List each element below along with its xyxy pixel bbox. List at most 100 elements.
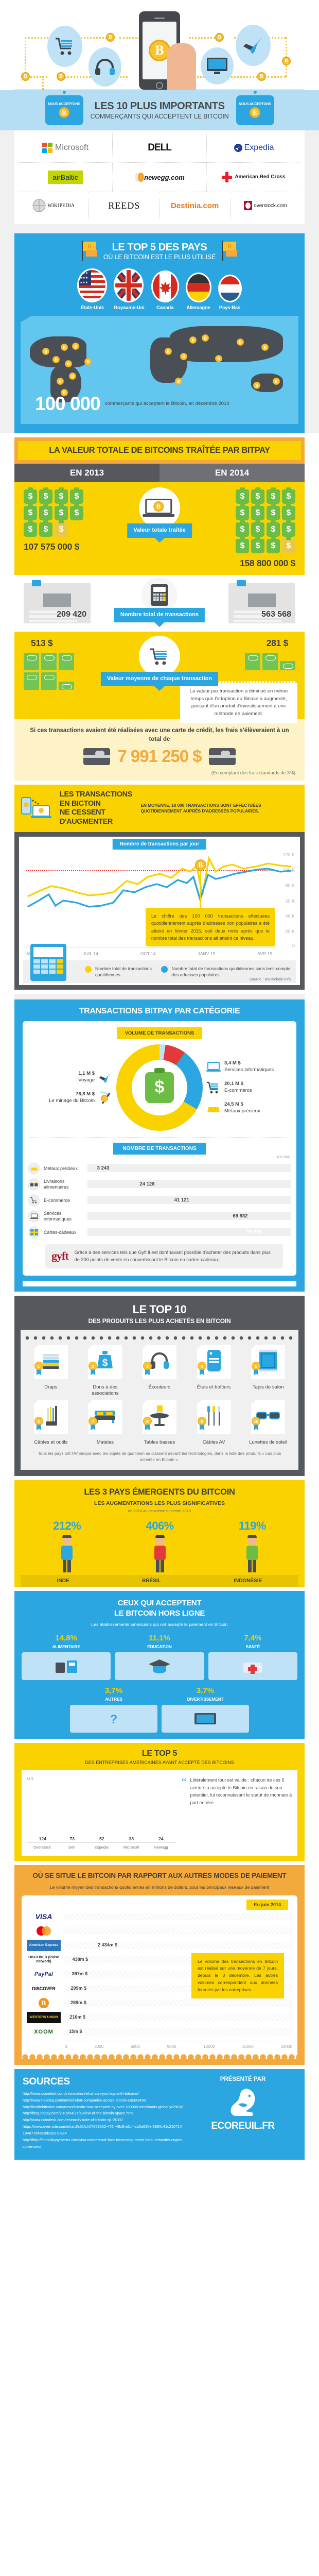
donation-bag-icon: $ — [96, 1350, 114, 1373]
money-stack-icon — [245, 653, 260, 670]
callout-connector — [200, 870, 201, 908]
bar-x-tick: Expedia — [94, 1845, 109, 1850]
dotted-connector — [119, 37, 140, 39]
logo-label: airBaltic — [48, 171, 83, 184]
categories-title: TRANSACTIONS BITPAY PAR CATÉGORIE — [79, 1006, 240, 1015]
logo-airbaltic: airBaltic — [19, 163, 113, 192]
offline-item: 3,7% AUTRES ? — [70, 1686, 157, 1733]
bar-track: 3 243 — [87, 1164, 291, 1173]
bitcoin-dot-icon: B — [282, 57, 291, 65]
bitcoin-coin-icon: B — [153, 501, 164, 512]
map-coin-icon: B — [84, 358, 92, 365]
flag-netherlands-icon — [218, 275, 242, 302]
bar-scale-max: 100 000 — [276, 1154, 290, 1159]
offline-percent: 14,8% — [55, 1634, 77, 1643]
bitpay-section: LA VALEUR TOTALE DE BITCOINS TRAÎTÉE PAR… — [0, 433, 319, 781]
transactions-header: LES TRANSACTIONS EN BICTOIN NE CESSENT D… — [14, 785, 305, 832]
money-bag-icon: $ — [251, 537, 264, 553]
donut-chart: $ — [116, 1044, 203, 1131]
map-coin-icon: B — [42, 348, 49, 355]
bar-row: Livraisons alimentaires 24 128 — [28, 1178, 291, 1191]
source-url[interactable]: https://www.evernote.com/shard/s51/sh/f7… — [23, 2124, 182, 2136]
y-tick: 80 K — [285, 883, 295, 888]
source-url[interactable]: http://http://letstalkpayments.com/visa-… — [23, 2138, 183, 2149]
merchants-title-block: LES 10 PLUS IMPORTANTS COMMERÇANTS QUI A… — [91, 100, 229, 120]
country-label: Pays-Bas — [219, 305, 241, 311]
money-stacks-left — [24, 653, 84, 690]
bar-track: 69 832 — [87, 1212, 291, 1221]
mattress-bed-icon — [94, 1408, 116, 1427]
document-icon: 209 420 — [24, 580, 91, 623]
rank-medal: 1 — [34, 1362, 43, 1371]
bar-item: 52 — [90, 1836, 114, 1842]
logo-row: Microsoft DELL Expedia — [19, 133, 300, 163]
bitcoin-dot-icon: B — [21, 72, 30, 81]
legend-item: 76,8 M $ Le minage du Bitcoin — [36, 1091, 113, 1105]
money-bag-icon: $ — [70, 504, 83, 520]
source-url[interactable]: http://insidebitcoins.com/news/bitcoin-n… — [23, 2104, 183, 2109]
source-url[interactable]: http://blog.bitpay.com/2015/04/21/a-view… — [23, 2111, 134, 2116]
bar-label: E-commerce — [44, 1197, 70, 1203]
reference-line-100k — [26, 870, 275, 872]
bar-value: 124 — [39, 1836, 46, 1842]
x-tick: OCT 14 — [140, 951, 156, 956]
sign-hook — [253, 91, 257, 94]
countries-header: B LE TOP 5 DES PAYS OÙ LE BITCOIN EST LE… — [14, 241, 305, 261]
bar-x-tick: Overstock — [33, 1845, 51, 1850]
logo-destinia: Destinia.com — [160, 192, 231, 219]
red-cross-icon — [222, 172, 233, 182]
headphones-icon — [149, 1352, 170, 1372]
value-left: 107 575 000 $ — [24, 541, 80, 552]
newegg-eggs-icon — [135, 173, 145, 182]
rank-medal: 9 — [197, 1417, 206, 1426]
legend-color-swatch — [85, 965, 92, 973]
emerging-country-names: INDE BRÉSIL INDONÉSIE — [21, 1575, 298, 1587]
money-bag-icon: $ — [251, 520, 264, 537]
product-label: Écouteurs — [148, 1384, 171, 1391]
x-tick: JANV 15 — [198, 951, 216, 956]
legend-item: 20,1 M $ E-commerce — [206, 1081, 283, 1094]
bar-value: 41 121 — [174, 1197, 189, 1204]
source-url[interactable]: http://www.coindesk.com/research/state-o… — [23, 2117, 123, 2123]
legend-text: 76,8 M $ Le minage du Bitcoin — [49, 1091, 95, 1105]
product-label: Étuis et boîtiers — [197, 1384, 231, 1391]
money-bag-icon: $ — [282, 520, 295, 537]
cart-icon — [47, 26, 82, 67]
sign-label: NOUS ACCEPTONS — [48, 103, 80, 106]
money-bag-icon: $ — [55, 504, 68, 520]
bitcoin-dot-icon: B — [57, 72, 65, 81]
bar-value: 73 — [69, 1836, 75, 1842]
map-coin-icon: B — [165, 348, 172, 355]
categories-panel: TRANSACTIONS BITPAY PAR CATÉGORIE VOLUME… — [14, 999, 305, 1292]
offline-percent: 3,7% — [196, 1686, 215, 1696]
source-url[interactable]: http://www.nasdaq.com/article/what-compa… — [23, 2097, 146, 2103]
legend-value: 24,5 M $ — [224, 1101, 243, 1108]
logo-expedia: Expedia — [207, 133, 300, 162]
rank-medal: 6 — [34, 1417, 43, 1426]
x-tick: JUIL 14 — [83, 951, 98, 956]
accept-sign-right: NOUS ACCEPTONS B — [236, 91, 274, 125]
bar-label: Services informatiques — [44, 1211, 72, 1222]
countries-title-block: LE TOP 5 DES PAYS OÙ LE BITCOIN EST LE P… — [103, 242, 216, 261]
badge-circle: B — [139, 487, 180, 529]
laptop-icon — [28, 1210, 40, 1223]
source-url[interactable]: http://www.coindesk.com/information/what… — [23, 2091, 139, 2096]
money-bags-right: $ $ $ $ $ $ $ $ $ $ $ $ $ $ $ $ — [229, 487, 295, 553]
top10-item: 3 Écouteurs — [133, 1345, 186, 1397]
bitcoin-dot-icon: B — [215, 33, 224, 42]
top10-item: 10 Lunettes de soleil — [242, 1400, 294, 1446]
bar-value: 438m $ — [72, 1956, 88, 1962]
rank-medal: 8 — [143, 1417, 152, 1426]
bitpay-row-average-value: 513 $ Valeur moyenne de chaque transacti… — [14, 632, 305, 723]
bitpay-note: La valeur par transaction a diminué en m… — [180, 681, 297, 723]
bedsheets-icon — [41, 1352, 61, 1372]
microsoft-squares-icon — [42, 143, 53, 153]
emerging-subtitle: LES AUGMENTATIONS LES PLUS SIGNIFICATIVE… — [94, 1500, 225, 1506]
food-illustration — [22, 1652, 111, 1681]
product-label: Tables basses — [144, 1439, 175, 1446]
badge-circle — [139, 636, 180, 677]
gyft-logo: gyft — [51, 1249, 69, 1263]
top10-item: 6 Câbles et outils — [25, 1400, 77, 1446]
bitpay-row-transaction-count: 209 420 Nombre total de transactions — [14, 575, 305, 632]
bar-value: 88 288 — [246, 1229, 262, 1235]
